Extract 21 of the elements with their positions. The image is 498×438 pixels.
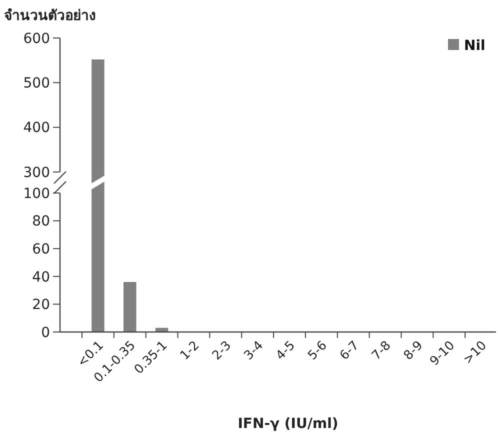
y-tick-label: 100 [23,186,50,202]
y-axis-title: จำนวนตัวอย่าง [4,8,96,24]
x-tick-label: 7-8 [368,337,394,363]
x-tick-label: 2-3 [208,338,234,363]
x-tick-label: 5-6 [304,337,330,363]
y-tick-label: 0 [41,324,50,341]
y-tick-label: 80 [32,214,50,230]
y-tick-label: 400 [23,120,50,136]
x-axis-title: IFN-γ (IU/ml) [238,416,338,432]
y-tick-label: 300 [23,164,50,181]
y-tick-label: 500 [23,76,50,92]
y-tick-label: 20 [32,297,50,314]
y-tick-label: 60 [32,242,50,258]
y-tick-label: 600 [23,30,50,47]
x-tick-label: 1-2 [176,338,202,363]
y-tick-label: 40 [32,269,50,286]
x-tick-label: 4-5 [272,338,298,363]
x-tick-label: 6-7 [336,338,362,363]
legend-label: Nil [464,38,486,54]
x-tick-label: 3-4 [240,337,266,363]
x-tick-label: 8-9 [400,337,426,363]
